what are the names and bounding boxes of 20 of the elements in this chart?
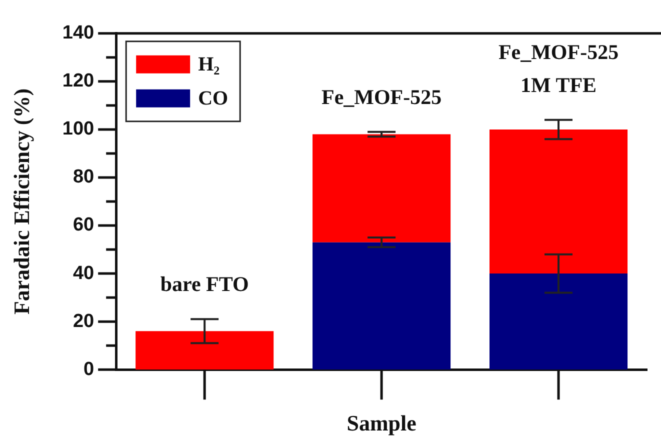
x-tick-label: bare FTO [160,272,249,296]
x-axis-title: Sample [346,410,417,436]
bar [312,242,451,370]
bar [490,129,628,274]
y-tick-label: 0 [84,358,94,380]
x-tick-label: Fe_MOF-525 [321,84,442,109]
y-tick-label: 140 [62,22,94,44]
y-axis-title: Faradaic Efficiency (%) [8,88,34,315]
legend-label: H₂ [198,54,220,76]
y-tick-label: 80 [72,166,94,188]
bar [312,134,451,242]
y-tick-label: 120 [62,70,94,92]
y-tick-label: 60 [72,214,94,236]
bar [490,274,628,370]
y-tick-label: 20 [72,310,94,332]
x-tick-label: Fe_MOF-525 1M TFE [498,40,619,97]
y-tick-label: 40 [72,262,94,284]
bar [136,331,274,370]
y-tick-label: 100 [62,118,94,140]
legend-label: CO [198,88,228,110]
